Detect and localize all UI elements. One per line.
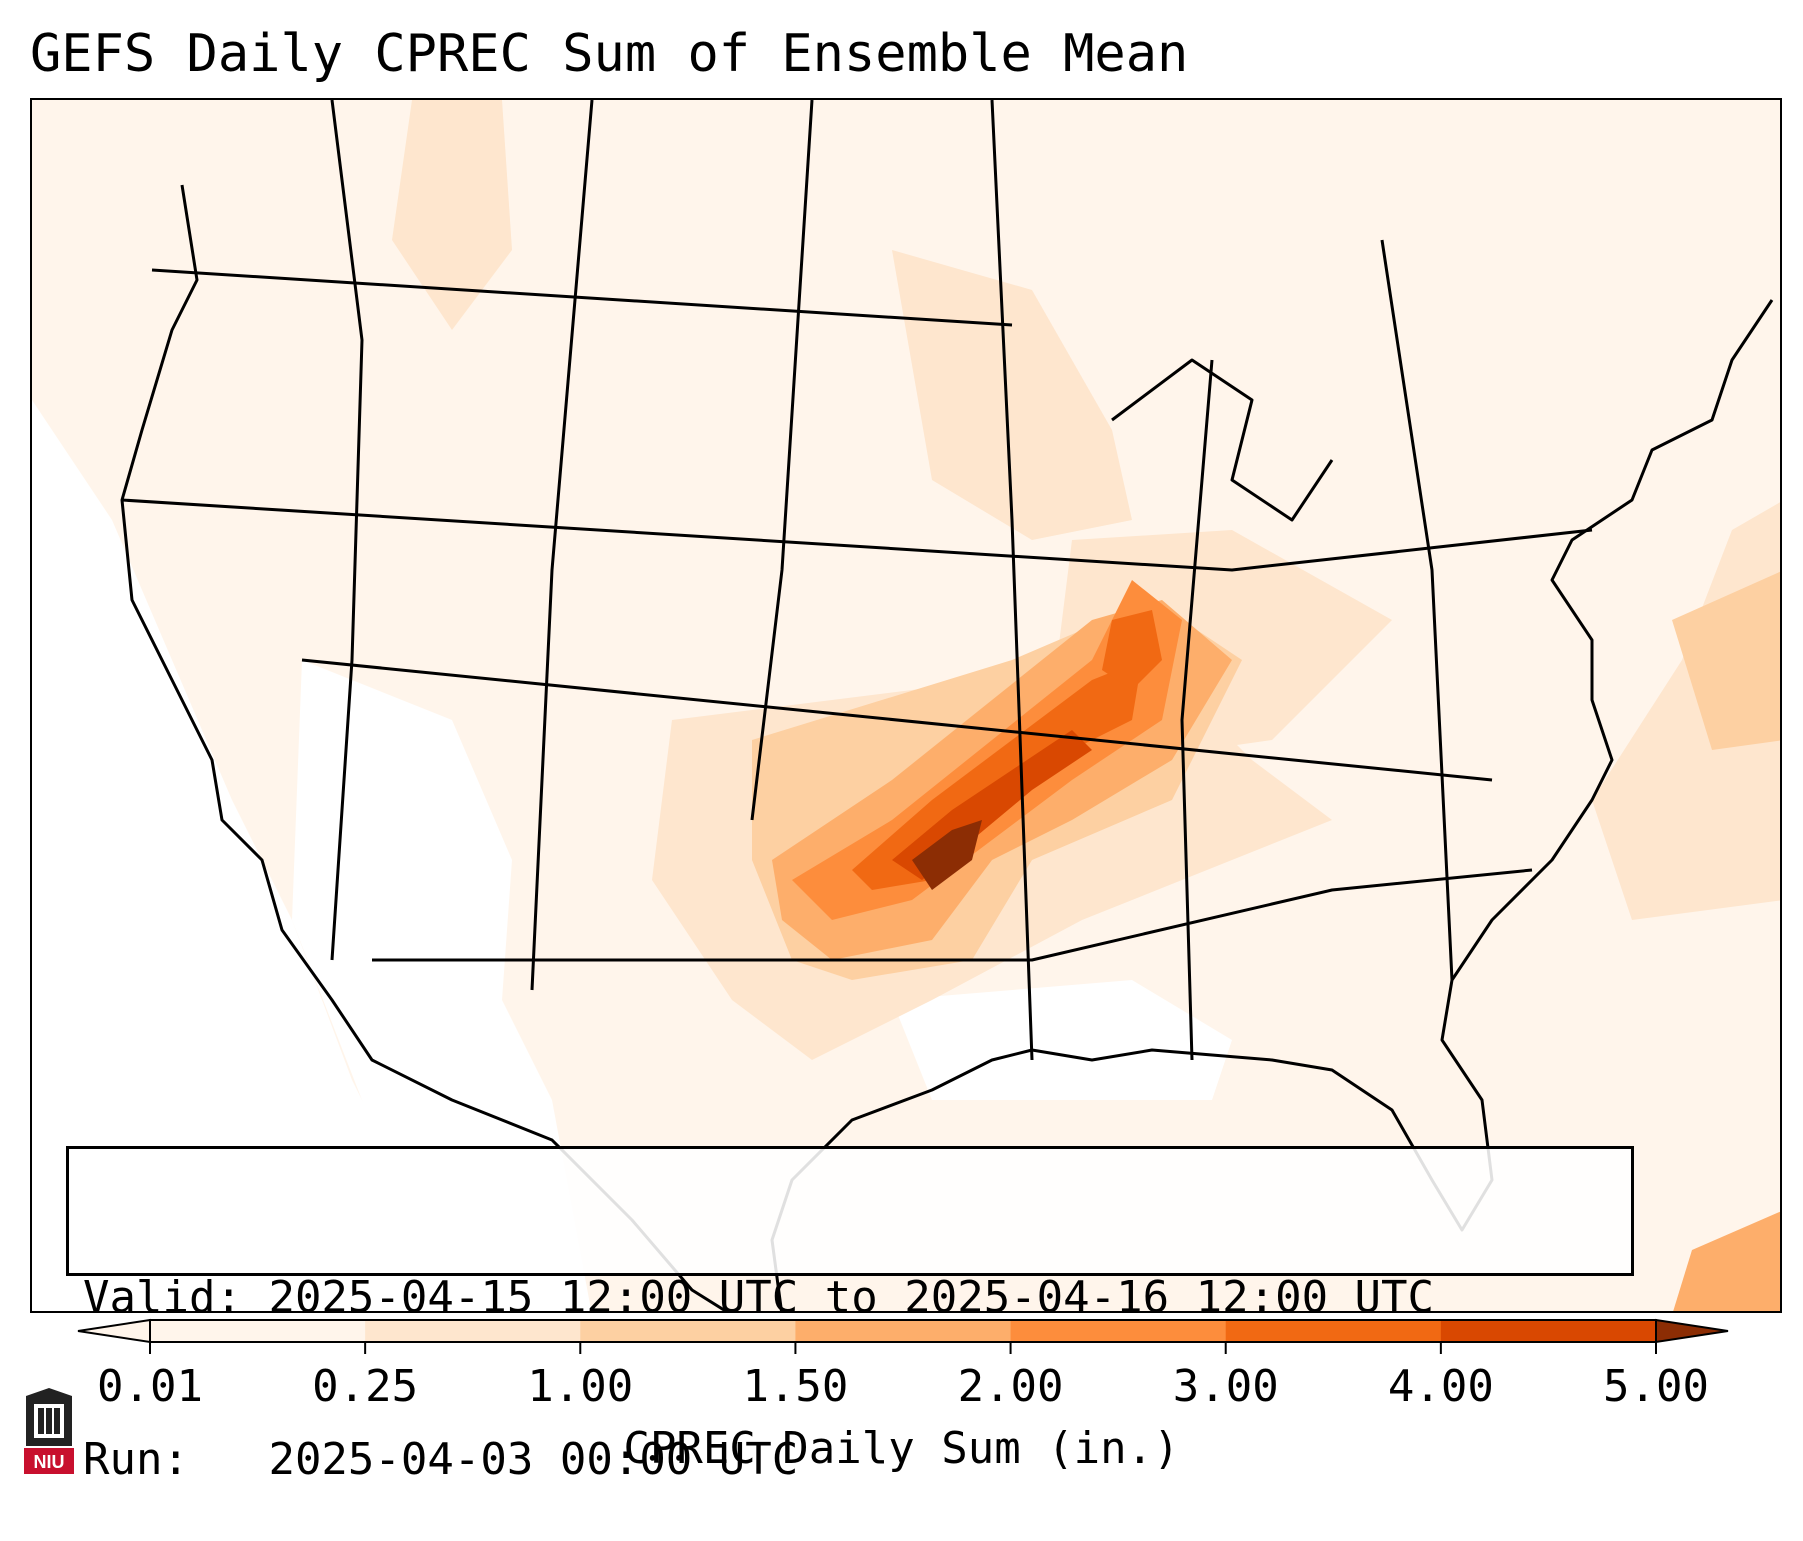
valid-line: Valid: 2025-04-15 12:00 UTC to 2025-04-1…	[83, 1271, 1617, 1325]
logo-text: NIU	[34, 1452, 65, 1472]
precip-zone-core-inner	[852, 660, 1142, 890]
map-title: GEFS Daily CPREC Sum of Ensemble Mean	[30, 24, 1189, 84]
valid-key: Valid:	[83, 1272, 242, 1323]
colorbar-tick-label: 1.00	[527, 1361, 634, 1412]
precip-zone-max	[912, 820, 982, 890]
colorbar-ticks	[149, 1342, 1657, 1354]
run-line: Run: 2025-04-03 00:00 UTC	[83, 1433, 1617, 1487]
colorbar-outline	[149, 1319, 1657, 1343]
state-line-north	[121, 498, 1593, 572]
border-canada	[151, 268, 1013, 327]
precipitation-map	[30, 98, 1782, 1313]
colorbar-tick-label: 5.00	[1603, 1361, 1709, 1412]
precip-zone-illinois	[1102, 610, 1162, 690]
precip-zone-caribbean	[1673, 1211, 1780, 1311]
colorbar-segment	[1440, 1320, 1657, 1342]
run-value: 2025-04-03 00:00 UTC	[268, 1434, 799, 1485]
colorbar-segments	[77, 1318, 1729, 1344]
map-canvas	[32, 100, 1780, 1311]
colorbar-segment	[150, 1320, 366, 1342]
state-line-east-2	[1380, 239, 1454, 981]
state-line-central-1	[750, 100, 814, 821]
atlantic-gulf-coastline	[770, 299, 1774, 1311]
colorbar-tick-label: 0.01	[97, 1361, 203, 1412]
colorbar-extend-high	[1655, 1318, 1729, 1344]
great-lakes-outline	[1111, 358, 1334, 522]
state-line-south	[372, 868, 1533, 962]
colorbar-tick-label: 1.50	[742, 1361, 849, 1412]
run-key: Run:	[83, 1434, 189, 1485]
precip-zone-idaho	[392, 100, 512, 330]
colorbar-segment	[1010, 1320, 1227, 1342]
precip-zone-core-mid	[792, 580, 1182, 920]
state-line-west-2	[530, 100, 594, 991]
colorbar-tick-label: 2.00	[957, 1361, 1064, 1412]
validity-info-box: Valid: 2025-04-15 12:00 UTC to 2025-04-1…	[66, 1146, 1634, 1485]
colorbar-segment	[1225, 1320, 1442, 1342]
colorbar-extend-low	[77, 1318, 151, 1344]
state-line-east-1	[1180, 359, 1214, 1061]
map-boundaries	[120, 100, 1774, 1311]
state-line-central-2	[990, 100, 1034, 1061]
valid-value: 2025-04-15 12:00 UTC to 2025-04-16 12:00…	[268, 1272, 1435, 1323]
colorbar-segment	[580, 1320, 796, 1342]
state-line-west-1	[330, 100, 364, 961]
dry-area-gulf	[892, 980, 1232, 1100]
colorbar-tick-label: 3.00	[1172, 1361, 1279, 1412]
state-line-middle	[301, 658, 1493, 782]
niu-logo: NIU	[24, 1388, 74, 1474]
colorbar-tick-label: 0.25	[312, 1361, 419, 1412]
colorbar-segment	[795, 1320, 1012, 1342]
colorbar	[77, 1318, 1729, 1354]
precip-zone-atlantic-moderate	[1672, 571, 1780, 750]
dry-area-pacific	[32, 400, 451, 1311]
colorbar-segment	[365, 1320, 581, 1342]
colorbar-tick-label: 4.00	[1387, 1361, 1494, 1412]
colorbar-label: CPREC Daily Sum (in.)	[623, 1423, 1180, 1474]
